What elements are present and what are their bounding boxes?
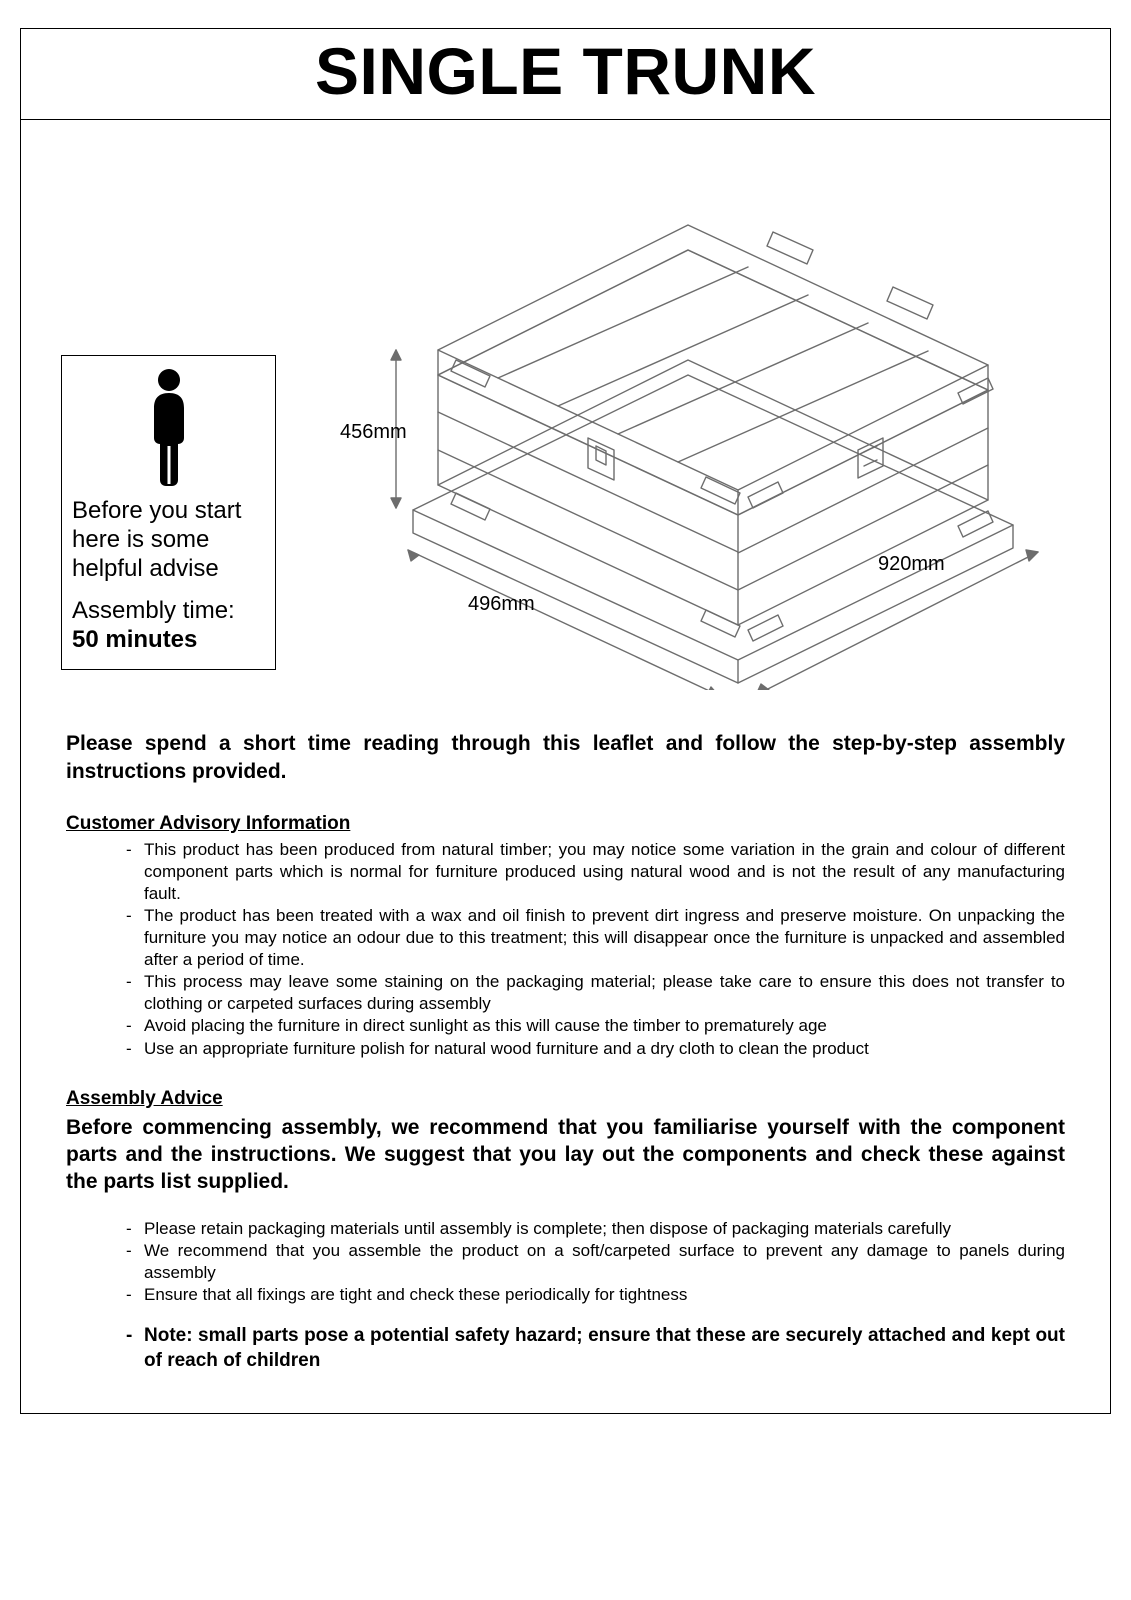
page-title: SINGLE TRUNK — [21, 33, 1110, 109]
assembly-time-label: Assembly time: — [72, 597, 235, 624]
intro-text: Please spend a short time reading throug… — [66, 730, 1065, 787]
customer-advisory-heading: Customer Advisory Information — [66, 813, 1065, 835]
list-item: This process may leave some staining on … — [126, 971, 1065, 1015]
list-item: The product has been treated with a wax … — [126, 905, 1065, 971]
dim-depth: 496mm — [468, 593, 535, 615]
hero-row: Before you start here is some helpful ad… — [21, 120, 1110, 700]
assembly-time-value: 50 minutes — [72, 626, 197, 653]
trunk-diagram: 456mm 496mm 920mm — [306, 150, 1070, 690]
customer-advisory-list: This product has been produced from natu… — [66, 839, 1065, 1060]
dim-height: 456mm — [340, 421, 407, 443]
advice-line1: Before you start here is some helpful ad… — [72, 497, 265, 583]
assembly-lead: Before commencing assembly, we recommend… — [66, 1114, 1065, 1196]
list-item: Ensure that all fixings are tight and ch… — [126, 1284, 1065, 1306]
list-item: This product has been produced from natu… — [126, 839, 1065, 905]
list-item: Avoid placing the furniture in direct su… — [126, 1015, 1065, 1037]
advice-box: Before you start here is some helpful ad… — [61, 355, 276, 670]
page-frame: SINGLE TRUNK Before you start here is so… — [20, 28, 1111, 1414]
person-icon — [62, 356, 275, 497]
title-banner: SINGLE TRUNK — [21, 29, 1110, 120]
content: Please spend a short time reading throug… — [21, 700, 1110, 1373]
advice-line2: Assembly time: 50 minutes — [72, 597, 265, 655]
assembly-advice-heading: Assembly Advice — [66, 1088, 1065, 1110]
list-item: We recommend that you assemble the produ… — [126, 1240, 1065, 1284]
assembly-advice-list: Please retain packaging materials until … — [66, 1218, 1065, 1374]
list-item: Use an appropriate furniture polish for … — [126, 1038, 1065, 1060]
dim-width: 920mm — [878, 553, 945, 575]
safety-note: Note: small parts pose a potential safet… — [126, 1324, 1065, 1373]
list-item: Please retain packaging materials until … — [126, 1218, 1065, 1240]
